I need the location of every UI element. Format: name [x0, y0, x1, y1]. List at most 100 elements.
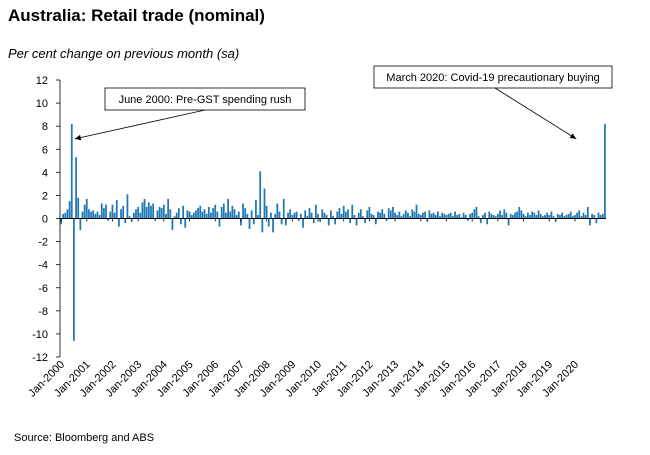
bar [344, 211, 347, 219]
bar [357, 212, 360, 219]
bar [394, 212, 396, 219]
bar [304, 210, 307, 219]
bar [98, 215, 101, 219]
bar [546, 212, 548, 219]
bar [351, 204, 354, 219]
bar [340, 213, 343, 219]
bar [516, 211, 519, 219]
bar [152, 203, 155, 219]
bar [447, 213, 450, 219]
bar [218, 218, 221, 227]
bar [398, 211, 401, 219]
bar [492, 215, 495, 219]
bar [565, 215, 568, 219]
bar [75, 157, 77, 219]
bar [137, 206, 140, 219]
bar [107, 218, 110, 221]
bar [302, 218, 304, 228]
bar [242, 203, 244, 219]
bar [259, 171, 262, 219]
bar [261, 218, 264, 233]
bar [415, 204, 418, 219]
bar [128, 216, 131, 219]
bar [270, 212, 272, 219]
bar [342, 205, 345, 219]
bar [201, 211, 204, 219]
bar [407, 212, 409, 219]
bar [526, 212, 529, 219]
bar [372, 215, 375, 219]
bar [511, 215, 514, 219]
bar [167, 198, 170, 219]
bar [392, 206, 394, 219]
bar [147, 202, 150, 219]
bar [205, 213, 208, 219]
bar [460, 217, 463, 219]
bar [355, 218, 358, 226]
bar [338, 208, 341, 219]
bar [370, 213, 373, 219]
bar [537, 210, 540, 219]
bar [160, 208, 163, 219]
bar [235, 215, 238, 219]
bar [449, 212, 452, 219]
bar [79, 218, 82, 231]
bar [505, 212, 508, 219]
bar [529, 215, 531, 219]
bar [422, 212, 424, 219]
bar [597, 212, 600, 219]
bar [186, 210, 189, 219]
bar [456, 215, 459, 219]
bar [92, 210, 95, 219]
bar [293, 212, 296, 219]
bar [522, 213, 525, 219]
bar [366, 210, 369, 219]
bar [484, 212, 486, 219]
bar [362, 216, 364, 219]
bar [509, 213, 512, 219]
y-tick-label: -6 [38, 283, 48, 295]
bar [494, 216, 497, 219]
bar [182, 205, 184, 219]
bar [541, 216, 544, 219]
bar [364, 218, 366, 224]
bar [520, 210, 523, 219]
bar [578, 210, 581, 219]
bar [586, 206, 589, 219]
bar [96, 211, 99, 219]
bar [379, 212, 381, 219]
bar [169, 209, 172, 219]
bar [118, 218, 120, 227]
bar [68, 201, 71, 219]
bar [291, 215, 294, 219]
bar [595, 218, 598, 224]
bar [220, 206, 223, 219]
y-tick-label: 10 [36, 98, 48, 110]
bar [469, 213, 471, 219]
bar [334, 218, 337, 225]
annotation-arrowhead [569, 133, 577, 139]
bar [197, 208, 199, 219]
bar [501, 215, 504, 219]
bar [443, 213, 446, 219]
bar [94, 213, 97, 219]
bar [103, 208, 105, 219]
chart-source: Source: Bloomberg and ABS [14, 432, 155, 444]
bar [347, 209, 349, 219]
bar [550, 211, 553, 219]
bar [601, 213, 604, 219]
y-tick-label: 0 [42, 214, 48, 226]
bar [336, 211, 339, 219]
bar [248, 218, 251, 229]
bar [332, 216, 334, 219]
bar [419, 215, 422, 219]
bar [113, 212, 116, 219]
bar [143, 198, 146, 219]
bar [552, 216, 555, 219]
y-tick-label: -10 [32, 329, 48, 341]
bar [426, 218, 429, 222]
bar [156, 210, 159, 219]
y-tick-label: 2 [42, 190, 48, 202]
bar [507, 218, 510, 226]
